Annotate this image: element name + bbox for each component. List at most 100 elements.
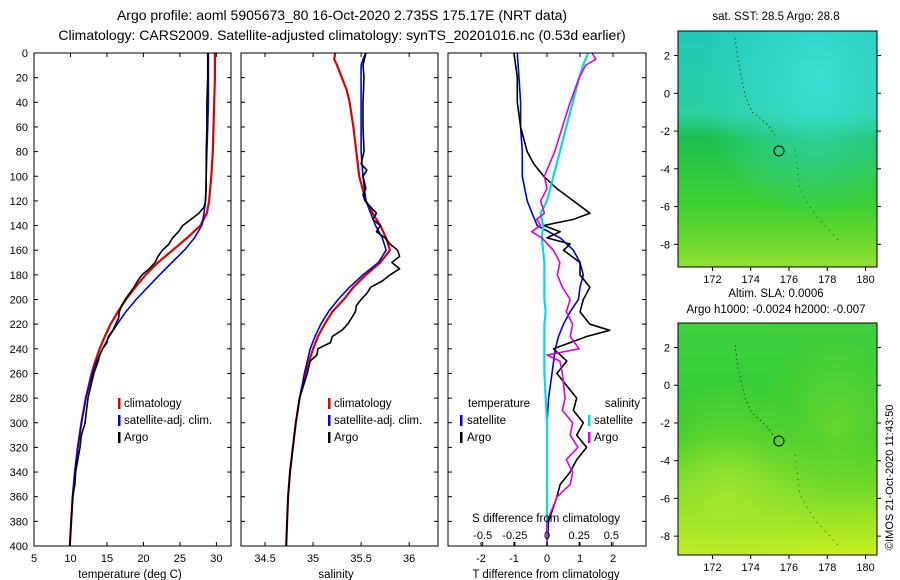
- legend-label-t-argo: Argo: [467, 432, 491, 444]
- salinity-panel: 34.5 35 35.5 36: [240, 52, 439, 565]
- depth-tick-label: 20: [16, 73, 28, 85]
- difference-panel: -2 -1 0 1 2: [447, 52, 647, 565]
- lat-tick-label: 0: [664, 88, 670, 100]
- legend-swatch-argo: [328, 432, 331, 443]
- lat-tick-label: -2: [660, 126, 670, 138]
- x-tick-label: -1: [509, 553, 519, 565]
- lat-tick-label: -8: [660, 239, 670, 251]
- lon-tick-label: 178: [818, 274, 836, 286]
- legend-swatch-argo: [118, 432, 121, 443]
- x-tick-label: 0: [544, 553, 550, 565]
- series-line-satellite-adj-clim-: [285, 52, 387, 547]
- sla-high-patch-2: [678, 323, 877, 555]
- legend-swatch-climatology: [118, 398, 121, 409]
- depth-tick-label: 240: [10, 344, 28, 356]
- x-tick-label: 2: [610, 553, 616, 565]
- legend-label-t-satellite: satellite: [467, 415, 506, 427]
- sst-island-chain: [734, 37, 776, 136]
- depth-tick-label: 220: [10, 319, 28, 331]
- legend-swatch-t-satellite: [460, 415, 463, 426]
- sla-map-title-2: Argo h1000: -0.0024 h2000: -0.007: [686, 304, 865, 316]
- lon-tick-label: 178: [818, 562, 836, 574]
- lat-tick-label: -6: [660, 493, 670, 505]
- sst-argo-location-marker: [773, 145, 785, 157]
- depth-tick-label: 320: [10, 442, 28, 454]
- x-tick-label: 35: [307, 553, 319, 565]
- depth-tick-label: 0: [22, 48, 28, 60]
- sla-island-chain: [734, 344, 776, 439]
- depth-tick-label: 180: [10, 270, 28, 282]
- s-difference-ticks: -0.5 -0.25 0 0.25 0.5: [473, 530, 619, 546]
- sla-map-frame: [677, 322, 878, 556]
- salinity-axis-label: salinity: [318, 569, 353, 580]
- sla-islands-south: [794, 454, 839, 546]
- lat-tick-label: -6: [660, 202, 670, 214]
- lon-tick-label: 176: [780, 562, 798, 574]
- legend-label-satellite: satellite-adj. clim.: [124, 415, 212, 427]
- lon-tick-label: 172: [703, 274, 721, 286]
- x-tick-label: 36: [403, 553, 415, 565]
- series-line-climatology: [68, 53, 216, 547]
- sla-map: [677, 322, 878, 556]
- legend-swatch-satellite: [118, 415, 121, 426]
- series-line-s-satellite: [539, 52, 590, 546]
- legend-swatch-satellite: [328, 415, 331, 426]
- sst-map-frame: [677, 30, 878, 268]
- depth-tick-label: 280: [10, 393, 28, 405]
- x-tick-label: -2: [476, 553, 486, 565]
- series-line-argo: [69, 53, 209, 547]
- lat-tick-label: 2: [664, 343, 670, 355]
- sla-map-axes: 2 0 -2 -4 -6 -8 172 174 176 178 180: [660, 343, 881, 574]
- sla-map-title-1: Altim. SLA: 0.0006: [728, 288, 823, 300]
- lat-tick-label: -2: [660, 418, 670, 430]
- s-difference-axis-label: S difference from climatology: [472, 513, 620, 525]
- sst-map: [677, 30, 878, 268]
- lon-tick-label: 174: [742, 562, 760, 574]
- x-tick-label: 10: [64, 553, 76, 565]
- sst-map-title: sat. SST: 28.5 Argo: 28.8: [712, 11, 839, 23]
- depth-tick-label: 120: [10, 196, 28, 208]
- legend-label-climatology: climatology: [124, 398, 182, 410]
- legend-swatch-t-argo: [460, 432, 463, 443]
- depth-tick-label: 300: [10, 418, 28, 430]
- s-tick-label: 0: [544, 530, 550, 542]
- series-line-satellite-adj-clim-: [69, 53, 210, 547]
- lat-tick-label: 2: [664, 51, 670, 63]
- sla-argo-location-marker: [773, 435, 785, 447]
- x-tick-label: 15: [101, 553, 113, 565]
- x-tick-label: 25: [174, 553, 186, 565]
- series-line-s-argo: [530, 52, 597, 546]
- lat-tick-label: -8: [660, 531, 670, 543]
- legend-label-argo: Argo: [124, 432, 148, 444]
- depth-tick-label: 340: [10, 467, 28, 479]
- legend-swatch-climatology: [328, 398, 331, 409]
- depth-tick-label: 380: [10, 516, 28, 528]
- depth-tick-label: 40: [16, 97, 28, 109]
- difference-legend-temperature: temperature satellite Argo: [460, 398, 530, 444]
- sst-map-axes: 2 0 -2 -4 -6 -8 172 174 176 178 180: [660, 51, 881, 286]
- lat-tick-label: 0: [664, 380, 670, 392]
- s-tick-label: -0.5: [473, 530, 492, 542]
- lat-tick-label: -4: [660, 164, 670, 176]
- depth-tick-label: 400: [10, 541, 28, 553]
- lon-tick-label: 176: [780, 274, 798, 286]
- legend-label-argo: Argo: [334, 432, 358, 444]
- lon-tick-label: 180: [856, 274, 874, 286]
- salinity-legend: climatology satellite-adj. clim. Argo: [328, 398, 422, 444]
- temperature-axis-label: temperature (deg C): [78, 569, 182, 580]
- depth-tick-label: 360: [10, 492, 28, 504]
- legend-label-climatology: climatology: [334, 398, 392, 410]
- sst-warm-patch: [678, 31, 877, 267]
- lon-tick-label: 174: [742, 274, 760, 286]
- x-tick-label: 30: [210, 553, 222, 565]
- depth-tick-label: 140: [10, 221, 28, 233]
- lat-tick-label: -4: [660, 456, 670, 468]
- temperature-legend: climatology satellite-adj. clim. Argo: [118, 398, 212, 444]
- imos-watermark: ©IMOS 21-Oct-2020 11:43:50: [884, 405, 896, 550]
- lon-tick-label: 172: [703, 562, 721, 574]
- panel-frame: [240, 52, 439, 547]
- x-tick-label: 34.5: [254, 553, 275, 565]
- legend-swatch-s-argo: [588, 432, 591, 443]
- depth-tick-label: 200: [10, 295, 28, 307]
- x-tick-label: 35.5: [350, 553, 371, 565]
